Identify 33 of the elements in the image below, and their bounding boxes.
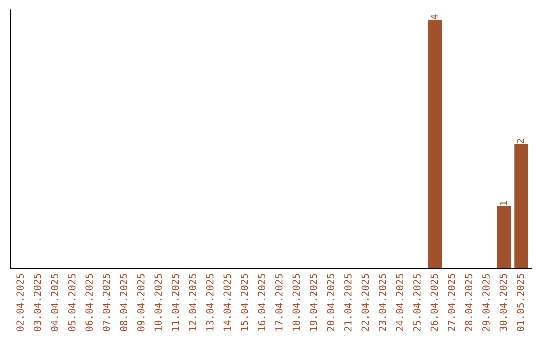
x-tick-label: 22.04.2025 <box>362 274 370 332</box>
data-label: 2 <box>517 139 524 144</box>
x-tick-label: 13.04.2025 <box>206 274 214 331</box>
x-tick-label: 08.04.2025 <box>120 274 128 332</box>
data-label: 4 <box>430 14 438 20</box>
x-tick-label: 19.04.2025 <box>310 274 318 331</box>
x-tick-label: 18.04.2025 <box>292 274 300 331</box>
x-tick-label: 26.04.2025 <box>430 274 438 332</box>
x-tick-label: 07.04.2025 <box>102 274 110 332</box>
x-tick-label: 20.04.2025 <box>327 274 335 332</box>
x-tick-label: 21.04.2025 <box>344 274 352 332</box>
x-tick-label: 06.04.2025 <box>86 274 94 332</box>
x-tick-label: 02.04.2025 <box>16 274 24 332</box>
x-tick-label: 27.04.2025 <box>448 274 456 332</box>
x-tick-label: 16.04.2025 <box>258 274 266 331</box>
x-tick-label: 29.04.2025 <box>482 274 490 332</box>
data-label: 1 <box>500 201 507 206</box>
x-tick-label: 10.04.2025 <box>154 274 162 331</box>
x-tick-label: 04.04.2025 <box>51 274 59 332</box>
x-tick-label: 03.04.2025 <box>34 274 42 332</box>
x-tick-label: 05.04.2025 <box>68 274 76 332</box>
x-tick-label: 12.04.2025 <box>189 274 197 331</box>
x-tick-label: 30.04.2025 <box>500 274 508 332</box>
x-tick-label: 15.04.2025 <box>240 274 248 331</box>
x-tick-label: 14.04.2025 <box>224 274 232 331</box>
x-tick-label: 25.04.2025 <box>414 274 421 332</box>
x-tick-label: 01.05.2025 <box>517 274 524 332</box>
x-tick-label: 28.04.2025 <box>465 274 473 332</box>
x-tick-label: 11.04.2025 <box>172 274 180 331</box>
x-tick-label: 24.04.2025 <box>396 274 404 332</box>
x-tick-label: 09.04.2025 <box>137 274 145 332</box>
x-tick-label: 23.04.2025 <box>379 274 386 332</box>
x-tick-label: 17.04.2025 <box>275 274 283 331</box>
